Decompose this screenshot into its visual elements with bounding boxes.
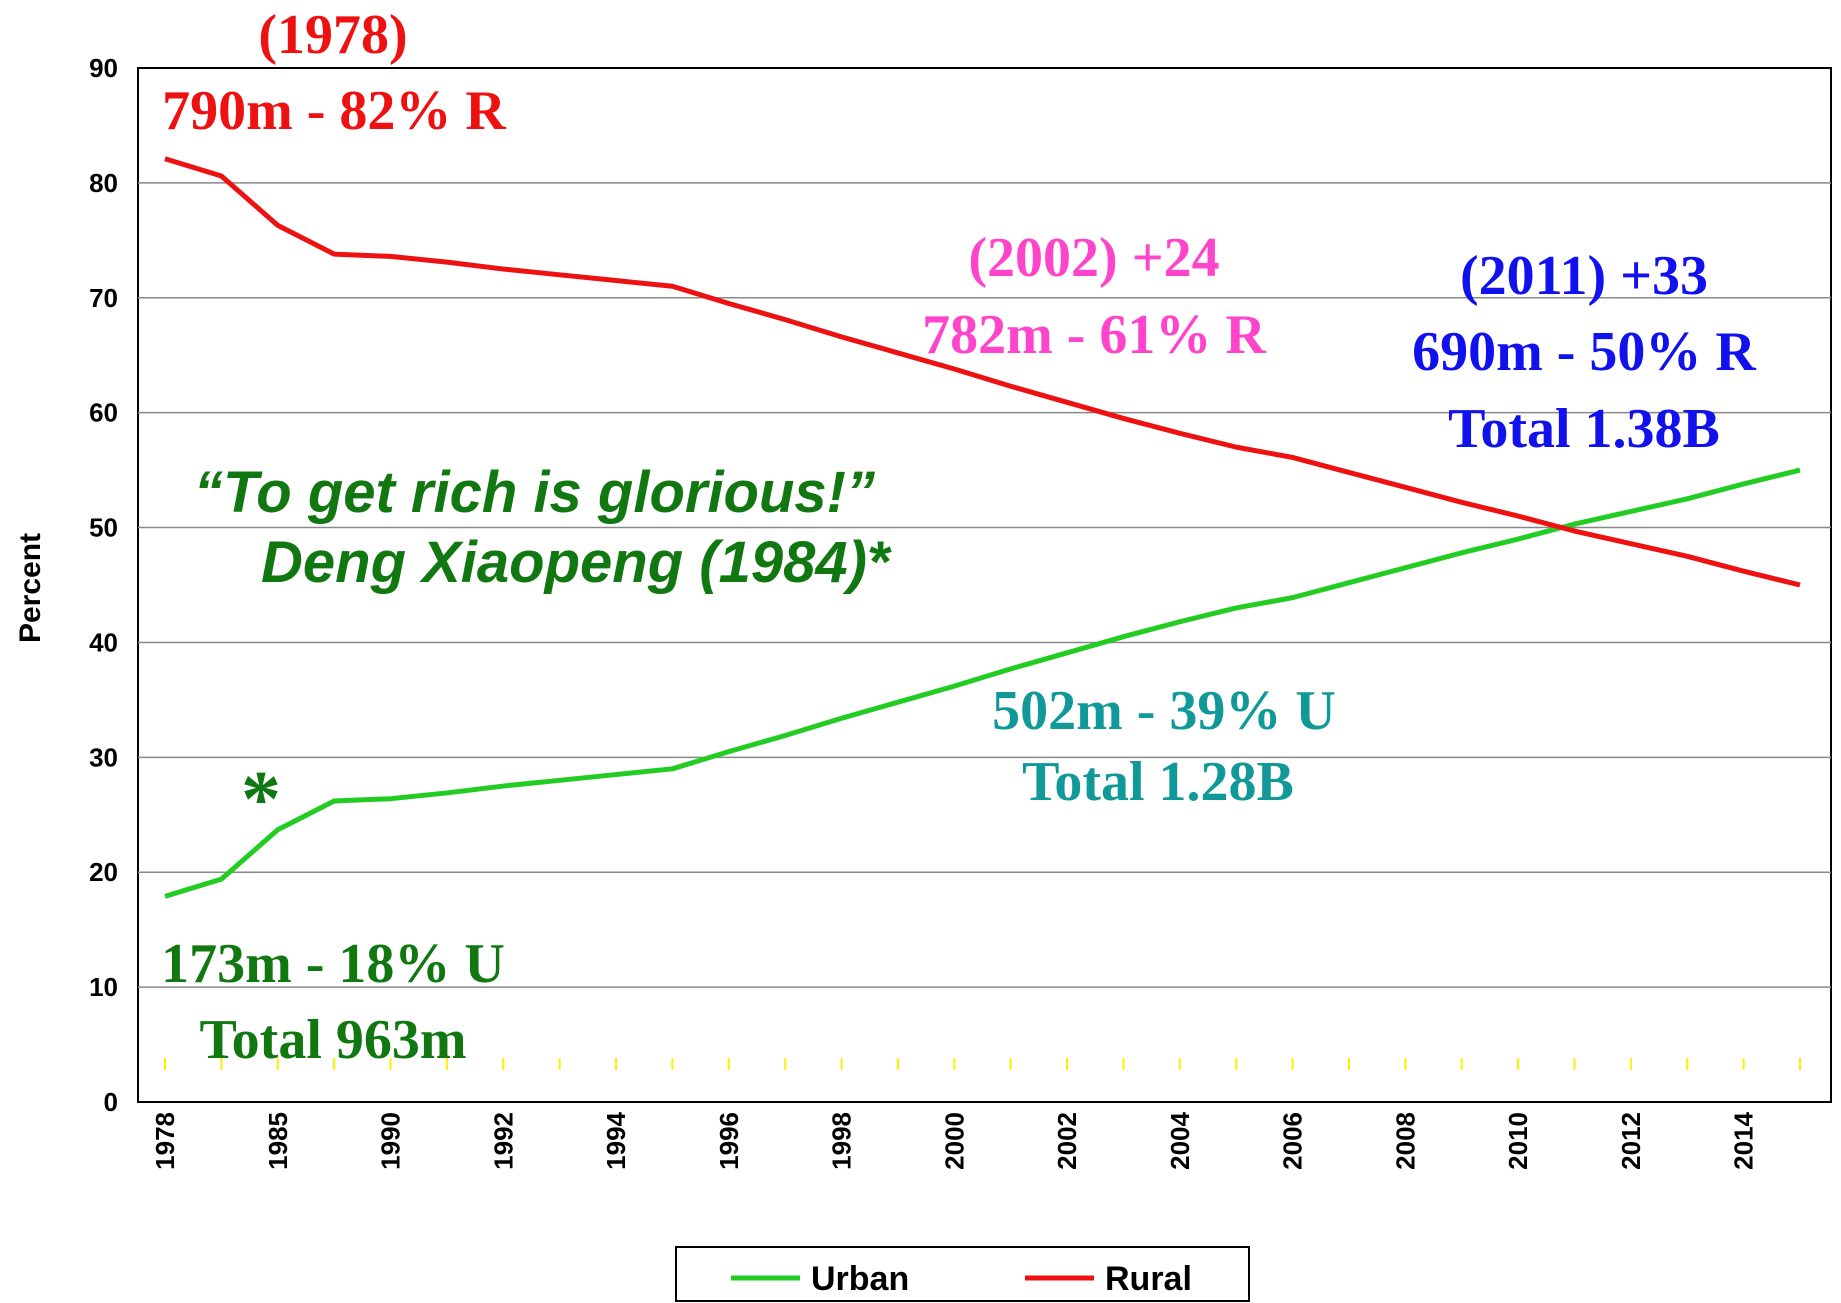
x-tick-label: 2004: [1165, 1111, 1195, 1169]
x-tick-label: 2014: [1729, 1111, 1759, 1169]
x-tick-label: 2008: [1390, 1112, 1420, 1170]
annotation: 173m - 18% U: [161, 933, 505, 995]
y-tick-label: 30: [89, 742, 118, 772]
annotation: (2002) +24: [968, 227, 1219, 289]
annotation: 790m - 82% R: [162, 80, 506, 142]
annotation: *: [241, 756, 281, 844]
plot-frame: [137, 67, 1832, 1103]
x-tick-label: 2010: [1503, 1112, 1533, 1170]
y-tick-label: 0: [104, 1087, 118, 1117]
x-tick-label: 2006: [1278, 1112, 1308, 1170]
annotation: Deng Xiaopeng (1984)*: [261, 530, 892, 595]
legend-label: Urban: [811, 1260, 909, 1298]
y-tick-label: 10: [89, 972, 118, 1002]
y-tick-label: 70: [89, 283, 118, 313]
y-axis-label: Percent: [14, 533, 47, 643]
x-tick-label: 1992: [488, 1112, 518, 1170]
y-tick-label: 60: [89, 398, 118, 428]
annotation: (2011) +33: [1460, 245, 1708, 307]
x-tick-label: 2012: [1616, 1112, 1646, 1170]
annotation: Total 963m: [199, 1009, 466, 1071]
y-tick-label: 40: [89, 627, 118, 657]
x-tick-label: 1994: [601, 1111, 631, 1169]
annotation: 502m - 39% U: [992, 680, 1336, 742]
y-tick-label: 50: [89, 513, 118, 543]
annotation: Total 1.38B: [1448, 398, 1720, 460]
annotation: Total 1.28B: [1022, 751, 1294, 813]
x-tick-label: 1978: [150, 1112, 180, 1170]
x-tick-label: 1985: [263, 1112, 293, 1170]
x-tick-label: 1996: [714, 1112, 744, 1170]
legend-box: [675, 1246, 1250, 1302]
y-tick-label: 80: [89, 168, 118, 198]
y-tick-label: 20: [89, 857, 118, 887]
series-line: [164, 156, 1801, 588]
x-tick-label: 2000: [939, 1112, 969, 1170]
series-line: [164, 467, 1801, 899]
annotation: (1978): [258, 4, 407, 66]
annotation: 782m - 61% R: [922, 304, 1266, 366]
annotation: 690m - 50% R: [1412, 321, 1756, 383]
x-tick-label: 1998: [827, 1112, 857, 1170]
x-tick-label: 1990: [376, 1112, 406, 1170]
annotation: “To get rich is glorious!”: [194, 460, 875, 525]
y-tick-label: 90: [89, 53, 118, 83]
x-tick-label: 2002: [1052, 1112, 1082, 1170]
legend-label: Rural: [1105, 1260, 1192, 1298]
